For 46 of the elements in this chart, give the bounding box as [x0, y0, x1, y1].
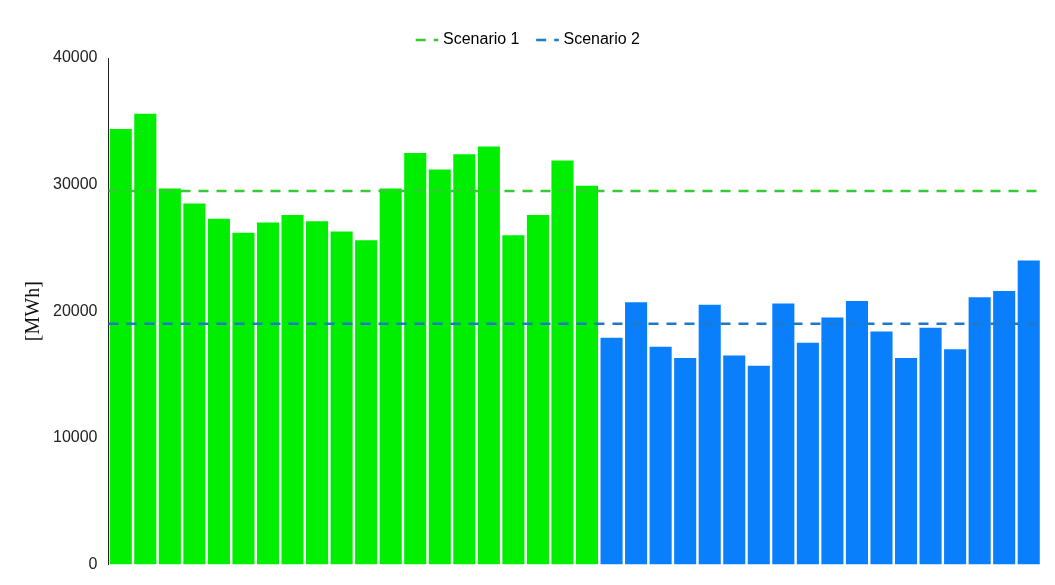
bar: [600, 337, 623, 565]
bar: [674, 358, 697, 565]
legend-label: Scenario 2: [563, 30, 641, 48]
bar: [845, 301, 868, 565]
bar: [330, 231, 353, 565]
y-tick-label: 30000: [52, 175, 98, 193]
bar: [306, 221, 329, 565]
bar: [379, 188, 402, 565]
bar: [796, 342, 819, 565]
bar: [232, 232, 255, 565]
bar: [158, 188, 181, 565]
y-tick-label: 0: [88, 554, 98, 572]
bar: [256, 222, 280, 565]
bar: [625, 302, 648, 565]
bar: [747, 365, 770, 565]
y-tick-label: 10000: [52, 428, 98, 446]
bar: [183, 203, 206, 565]
bar: [526, 214, 549, 565]
bar: [428, 169, 451, 565]
legend-label: Scenario 1: [443, 30, 520, 48]
bar: [723, 355, 746, 565]
bar: [404, 152, 427, 565]
bar: [109, 128, 132, 565]
bar: [134, 113, 157, 565]
bar: [870, 331, 893, 565]
bar: [919, 327, 942, 565]
bar: [453, 154, 476, 565]
bar: [821, 317, 844, 565]
bar: [281, 214, 304, 565]
bar: [698, 304, 721, 565]
y-tick-label: 20000: [52, 301, 98, 319]
y-tick-label: 40000: [52, 48, 98, 66]
bar: [477, 146, 500, 565]
bar: [1017, 260, 1040, 565]
bar: [649, 346, 672, 565]
bar: [355, 240, 378, 565]
bar: [575, 185, 599, 565]
bar: [772, 303, 795, 565]
bar: [944, 349, 967, 565]
bar: [968, 297, 991, 565]
bar: [207, 218, 230, 565]
bar: [993, 290, 1016, 565]
y-axis-title: [MWh]: [21, 281, 44, 342]
bar: [502, 235, 525, 565]
bar: [551, 160, 574, 565]
bar: [894, 358, 918, 565]
